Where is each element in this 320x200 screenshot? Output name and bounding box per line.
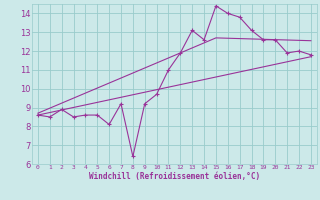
X-axis label: Windchill (Refroidissement éolien,°C): Windchill (Refroidissement éolien,°C)	[89, 172, 260, 181]
